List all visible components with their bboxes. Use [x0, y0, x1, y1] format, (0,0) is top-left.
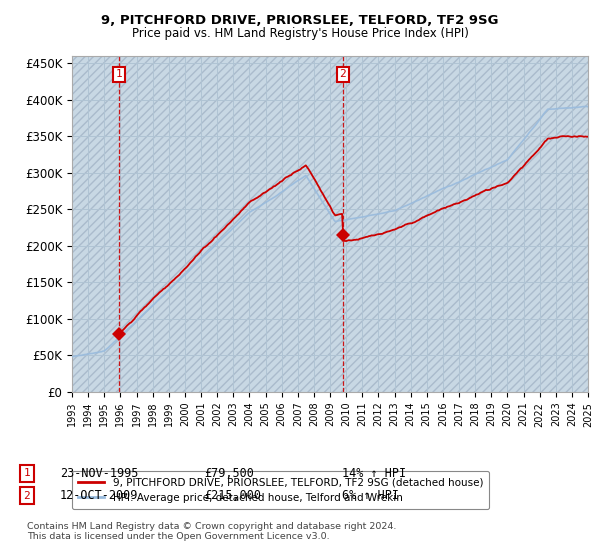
Text: 14% ↑ HPI: 14% ↑ HPI: [342, 466, 406, 480]
Text: 1: 1: [23, 468, 31, 478]
Text: 1: 1: [115, 69, 122, 80]
Text: 12-OCT-2009: 12-OCT-2009: [60, 489, 139, 502]
Text: Price paid vs. HM Land Registry's House Price Index (HPI): Price paid vs. HM Land Registry's House …: [131, 27, 469, 40]
Text: 2: 2: [23, 491, 31, 501]
Text: Contains HM Land Registry data © Crown copyright and database right 2024.
This d: Contains HM Land Registry data © Crown c…: [27, 522, 397, 542]
Legend: 9, PITCHFORD DRIVE, PRIORSLEE, TELFORD, TF2 9SG (detached house), HPI: Average p: 9, PITCHFORD DRIVE, PRIORSLEE, TELFORD, …: [72, 471, 490, 509]
Text: 9, PITCHFORD DRIVE, PRIORSLEE, TELFORD, TF2 9SG: 9, PITCHFORD DRIVE, PRIORSLEE, TELFORD, …: [101, 14, 499, 27]
Text: 6% ↑ HPI: 6% ↑ HPI: [342, 489, 399, 502]
Text: 2: 2: [340, 69, 346, 80]
Text: £79,500: £79,500: [204, 466, 254, 480]
Text: 23-NOV-1995: 23-NOV-1995: [60, 466, 139, 480]
Text: £215,000: £215,000: [204, 489, 261, 502]
